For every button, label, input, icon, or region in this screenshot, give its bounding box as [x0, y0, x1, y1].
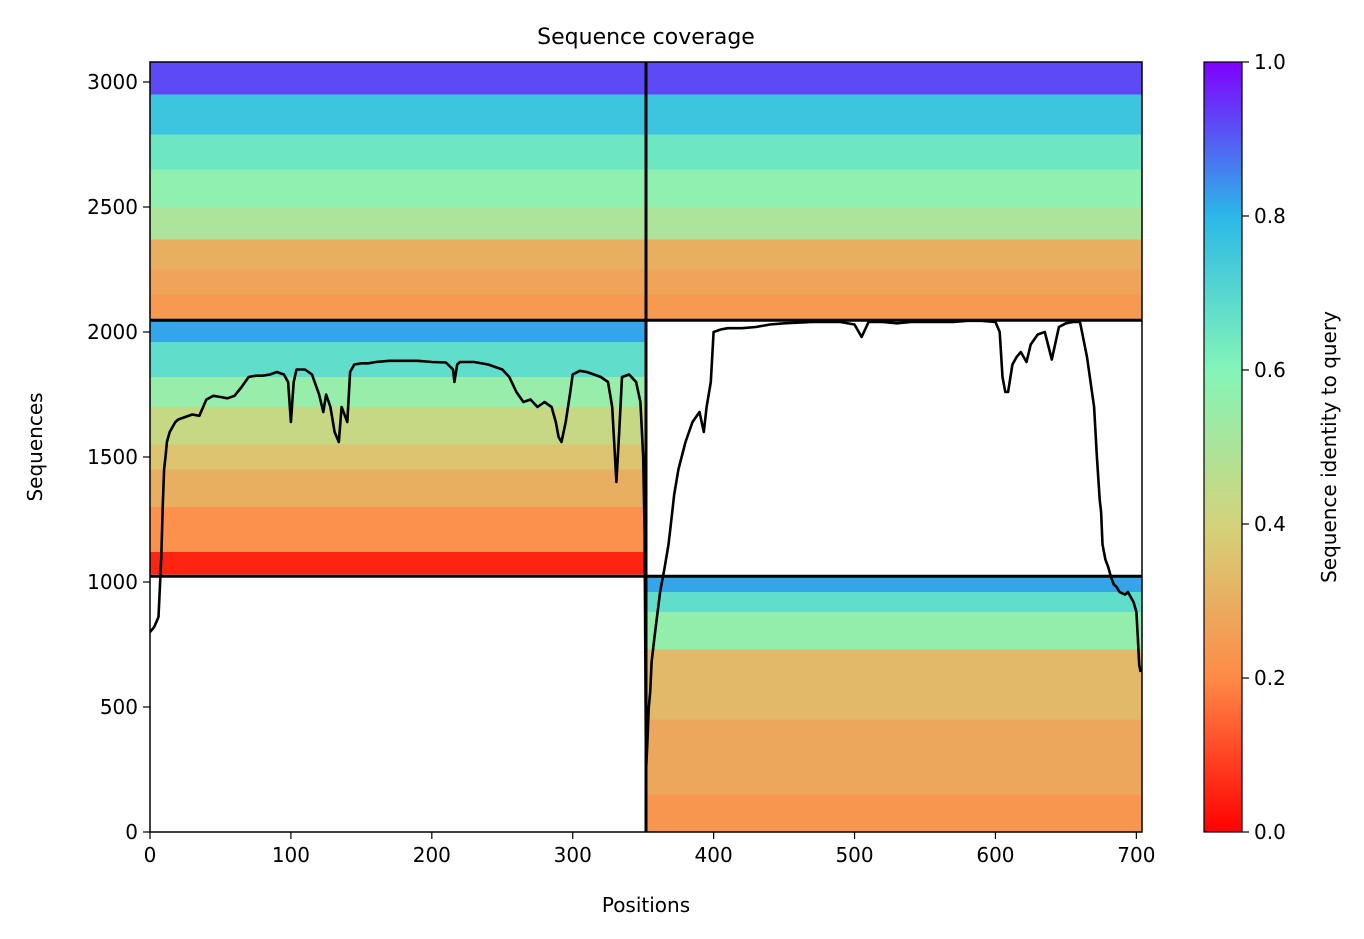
identity-band: [646, 612, 1142, 650]
y-axis-label: Sequences: [23, 392, 47, 501]
identity-band: [150, 552, 646, 575]
y-tick-label: 2000: [87, 320, 138, 344]
colorbar-ticks: 0.0 0.2 0.4 0.6 0.8 1.0: [1242, 50, 1286, 844]
x-axis-ticks: 0 100 200 300 400 500 600 700: [144, 832, 1155, 867]
y-tick-label: 500: [100, 695, 138, 719]
colorbar-tick-label: 0.0: [1254, 820, 1286, 844]
chart-title: Sequence coverage: [537, 25, 755, 50]
y-tick-label: 1500: [87, 445, 138, 469]
y-tick-label: 2500: [87, 195, 138, 219]
x-tick-label: 100: [272, 843, 310, 867]
x-tick-label: 200: [413, 843, 451, 867]
identity-band: [150, 407, 646, 445]
y-tick-label: 3000: [87, 70, 138, 94]
identity-band: [646, 576, 1142, 592]
x-tick-label: 500: [835, 843, 873, 867]
colorbar-tick-label: 0.6: [1254, 358, 1286, 382]
colorbar-tick-label: 0.2: [1254, 666, 1286, 690]
identity-band: [646, 794, 1142, 832]
x-tick-label: 600: [976, 843, 1014, 867]
colorbar-tick-label: 0.8: [1254, 204, 1286, 228]
plot-frame: [149, 61, 1143, 833]
colorbar-label: Sequence identity to query: [1317, 311, 1341, 583]
y-tick-label: 1000: [87, 570, 138, 594]
identity-band: [150, 444, 646, 470]
identity-band: [150, 377, 646, 407]
identity-band: [150, 507, 646, 552]
colorbar-tick-label: 0.4: [1254, 512, 1286, 536]
identity-band: [646, 649, 1142, 720]
identity-band: [150, 320, 646, 342]
identity-band: [646, 719, 1142, 795]
x-tick-label: 400: [695, 843, 733, 867]
coverage-line: [150, 319, 1142, 774]
colorbar: [1203, 61, 1243, 833]
x-tick-label: 300: [554, 843, 592, 867]
y-tick-label: 0: [125, 820, 138, 844]
x-tick-label: 0: [144, 843, 157, 867]
identity-band: [150, 469, 646, 507]
x-axis-label: Positions: [602, 893, 690, 917]
x-tick-label: 700: [1117, 843, 1155, 867]
identity-band: [646, 592, 1142, 612]
colorbar-tick-label: 1.0: [1254, 50, 1286, 74]
y-axis-ticks: 0 500 1000 1500 2000 2500 3000: [87, 70, 150, 844]
